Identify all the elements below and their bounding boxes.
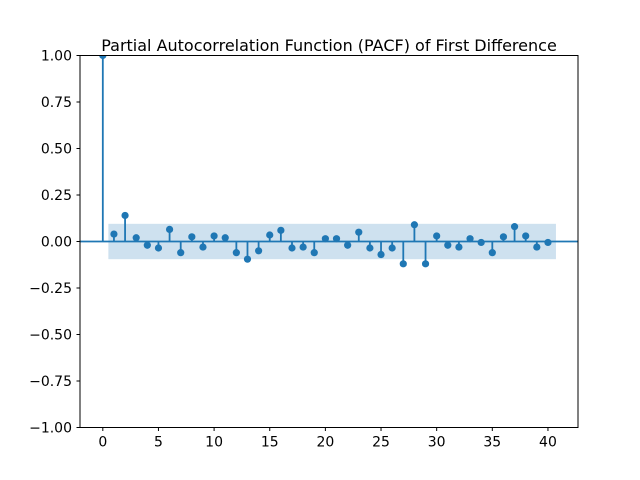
marker-lag-9 — [199, 243, 207, 251]
marker-lag-36 — [499, 233, 508, 241]
marker-lag-6 — [165, 225, 174, 234]
marker-lag-30 — [433, 232, 441, 240]
marker-lag-22 — [344, 241, 352, 249]
y-tick-label: 1.00 — [41, 49, 72, 65]
marker-lag-17 — [288, 244, 296, 252]
marker-lag-21 — [332, 235, 341, 243]
stem-series — [99, 55, 552, 268]
x-tick-label: 15 — [261, 435, 279, 451]
marker-lag-24 — [366, 244, 374, 252]
marker-lag-12 — [232, 249, 240, 257]
marker-lag-18 — [299, 243, 307, 251]
x-tick-label: 5 — [154, 435, 163, 451]
marker-lag-16 — [277, 226, 285, 234]
marker-lag-3 — [132, 234, 140, 242]
y-tick-label: 0.50 — [41, 142, 72, 158]
marker-lag-11 — [221, 234, 229, 242]
x-tick-label: 30 — [428, 435, 446, 451]
marker-lag-19 — [310, 249, 318, 257]
marker-lag-39 — [533, 243, 541, 251]
marker-lag-2 — [121, 211, 129, 220]
marker-lag-32 — [455, 243, 463, 251]
marker-lag-29 — [421, 260, 430, 268]
marker-lag-37 — [510, 223, 519, 231]
marker-lag-5 — [154, 244, 163, 252]
marker-lag-7 — [177, 249, 185, 257]
marker-lag-31 — [444, 241, 452, 249]
x-tick-label: 35 — [483, 435, 501, 451]
marker-lag-26 — [388, 244, 396, 252]
x-tick-label: 20 — [316, 435, 334, 451]
marker-lag-20 — [321, 235, 329, 243]
marker-lag-27 — [399, 260, 407, 268]
marker-lag-23 — [355, 228, 363, 236]
marker-lag-10 — [210, 232, 218, 240]
marker-lag-0 — [99, 55, 107, 60]
marker-lag-38 — [522, 232, 530, 240]
marker-lag-15 — [266, 231, 274, 239]
y-tick-label: 0.25 — [41, 188, 72, 204]
x-tick-label: 0 — [98, 435, 107, 451]
marker-lag-33 — [466, 235, 474, 243]
y-tick-label: 0.75 — [41, 95, 72, 111]
marker-lag-40 — [544, 238, 552, 247]
x-tick-label: 10 — [205, 435, 223, 451]
y-tick-label: 0.00 — [41, 235, 72, 251]
marker-lag-14 — [255, 247, 263, 255]
marker-lag-25 — [377, 250, 385, 259]
x-tick-label: 40 — [539, 435, 557, 451]
marker-lag-13 — [243, 255, 252, 263]
y-tick-label: −1.00 — [29, 421, 72, 437]
chart-title: Partial Autocorrelation Function (PACF) … — [101, 36, 557, 55]
y-tick-label: −0.50 — [29, 328, 72, 344]
x-tick-label: 25 — [372, 435, 390, 451]
marker-lag-28 — [410, 221, 419, 229]
y-tick-label: −0.25 — [29, 281, 72, 297]
marker-lag-35 — [488, 249, 496, 257]
marker-lag-4 — [143, 241, 151, 249]
y-tick-label: −0.75 — [29, 374, 72, 390]
marker-lag-34 — [477, 238, 485, 247]
marker-lag-8 — [188, 233, 196, 241]
marker-lag-1 — [110, 230, 118, 238]
